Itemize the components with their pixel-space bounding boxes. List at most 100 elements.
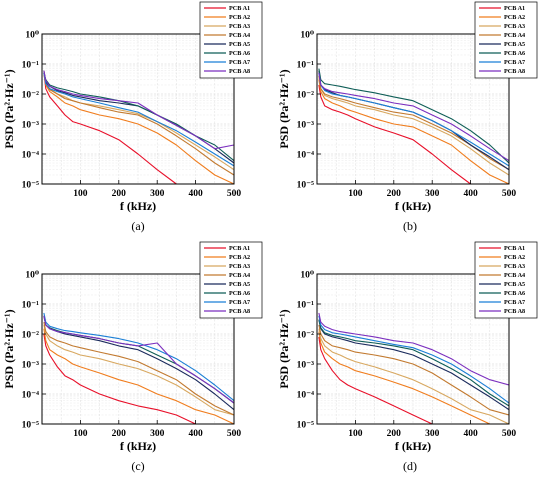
x-axis-label-c: f (kHz): [120, 439, 156, 453]
x-axis-label-d: f (kHz): [395, 439, 431, 453]
y-tick-label-a: 10⁰: [25, 31, 39, 41]
x-tick-label-d: 200: [387, 429, 402, 439]
legend-label-b-8: PCB A8: [504, 68, 525, 75]
legend-label-c-1: PCB A1: [229, 245, 250, 252]
x-tick-label-d: 400: [463, 429, 478, 439]
x-tick-label-a: 400: [188, 189, 203, 199]
axis-frame-d: [316, 273, 510, 425]
legend-label-c-8: PCB A8: [229, 308, 250, 315]
x-tick-label-b: 500: [502, 189, 517, 199]
legend-label-c-4: PCB A4: [229, 272, 250, 279]
y-tick-label-d: 10⁻³: [297, 361, 315, 371]
y-axis-label-a: PSD (Pa²·Hz⁻¹): [2, 69, 16, 148]
legend-label-a-4: PCB A4: [229, 32, 250, 39]
series-line-d-2: [318, 331, 509, 425]
y-tick-label-d: 10⁻⁴: [297, 391, 315, 401]
y-axis-label-c: PSD (Pa²·Hz⁻¹): [2, 309, 16, 388]
legend-label-d-7: PCB A7: [504, 299, 525, 306]
legend-label-d-5: PCB A5: [504, 281, 525, 288]
y-tick-label-c: 10⁻³: [22, 361, 40, 371]
series-line-b-3: [318, 75, 510, 176]
legend-label-d-8: PCB A8: [504, 308, 525, 315]
y-tick-label-c: 10⁻⁵: [22, 421, 40, 431]
axis-frame-b: [316, 33, 510, 185]
y-tick-label-c: 10⁻⁴: [22, 391, 40, 401]
x-tick-label-b: 200: [387, 189, 402, 199]
series-line-b-1: [318, 84, 509, 185]
series-group-a: [43, 70, 235, 185]
series-line-d-5: [318, 319, 510, 411]
legend-label-a-7: PCB A7: [229, 59, 250, 66]
y-tick-label-a: 10⁻²: [22, 91, 40, 101]
legend-label-b-2: PCB A2: [504, 14, 525, 21]
legend-label-b-4: PCB A4: [504, 32, 525, 39]
y-tick-label-a: 10⁻³: [22, 121, 40, 131]
x-tick-label-d: 100: [348, 429, 363, 439]
legend-label-b-7: PCB A7: [504, 59, 525, 66]
x-tick-label-c: 300: [150, 429, 165, 439]
series-line-d-6: [318, 319, 510, 407]
y-tick-label-b: 10⁻⁴: [297, 151, 315, 161]
legend-label-a-3: PCB A3: [229, 23, 250, 30]
y-tick-label-a: 10⁻⁵: [22, 181, 40, 191]
y-tick-label-c: 10⁻²: [22, 331, 40, 341]
y-tick-label-d: 10⁻⁵: [297, 421, 315, 431]
series-line-b-4: [318, 75, 510, 171]
y-tick-label-a: 10⁻⁴: [22, 151, 40, 161]
series-line-c-1: [43, 333, 234, 425]
series-group-b: [318, 68, 510, 185]
y-tick-label-b: 10⁻⁵: [297, 181, 315, 191]
series-line-b-2: [318, 79, 510, 185]
legend-box-a: [199, 1, 263, 79]
panel-d: 100 200 300 400 500 10⁰ 10⁻¹ 10⁻² 10⁻³ 10⁻⁴ 10⁻⁵ f …: [277, 241, 538, 453]
legend-label-a-5: PCB A5: [229, 41, 250, 48]
series-group-d: [318, 312, 510, 425]
x-tick-label-a: 300: [150, 189, 165, 199]
x-tick-label-a: 500: [227, 189, 242, 199]
x-tick-label-a: 100: [73, 189, 88, 199]
series-line-c-4: [43, 321, 235, 416]
axis-frame-a: [41, 33, 235, 185]
x-tick-label-c: 500: [227, 429, 242, 439]
legend-label-a-2: PCB A2: [229, 14, 250, 21]
x-tick-label-c: 400: [188, 429, 203, 439]
legend-label-c-6: PCB A6: [229, 290, 250, 297]
x-tick-label-b: 100: [348, 189, 363, 199]
legend-label-c-2: PCB A2: [229, 254, 250, 261]
series-line-b-8: [318, 72, 510, 162]
x-tick-label-d: 500: [502, 429, 517, 439]
legend-label-d-3: PCB A3: [504, 263, 525, 270]
legend-label-d-6: PCB A6: [504, 290, 525, 297]
legend-label-d-1: PCB A1: [504, 245, 525, 252]
x-tick-label-d: 300: [425, 429, 440, 439]
x-axis-label-b: f (kHz): [395, 199, 431, 213]
y-tick-label-c: 10⁻¹: [22, 301, 40, 311]
legend-label-a-6: PCB A6: [229, 50, 250, 57]
x-tick-label-c: 100: [73, 429, 88, 439]
legend-label-c-3: PCB A3: [229, 263, 250, 270]
series-line-d-8: [318, 312, 510, 386]
series-line-a-4: [43, 72, 235, 176]
legend-label-b-1: PCB A1: [504, 5, 525, 12]
legend-label-a-1: PCB A1: [229, 5, 250, 12]
y-tick-label-b: 10⁰: [300, 31, 314, 41]
series-group-c: [43, 312, 235, 425]
legend-label-d-4: PCB A4: [504, 272, 525, 279]
legend-label-b-5: PCB A5: [504, 41, 525, 48]
legend-label-b-3: PCB A3: [504, 23, 525, 30]
legend-label-c-7: PCB A7: [229, 299, 250, 306]
panel-caption-b: (b): [403, 219, 417, 233]
y-tick-label-a: 10⁻¹: [22, 61, 40, 71]
legend-label-d-2: PCB A2: [504, 254, 525, 261]
legend-label-a-8: PCB A8: [229, 68, 250, 75]
series-line-c-3: [43, 324, 235, 416]
series-line-a-7: [43, 72, 235, 167]
legend-box-b: [474, 1, 538, 79]
y-tick-label-b: 10⁻²: [297, 91, 315, 101]
legend-box-d: [474, 241, 538, 319]
x-tick-label-b: 400: [463, 189, 478, 199]
x-axis-label-a: f (kHz): [120, 199, 156, 213]
axis-frame-c: [41, 273, 235, 425]
panel-c: 100 200 300 400 500 10⁰ 10⁻¹ 10⁻² 10⁻³ 10⁻⁴ 10⁻⁵ f …: [2, 241, 263, 453]
